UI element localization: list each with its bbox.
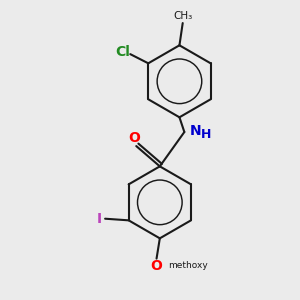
Text: I: I	[97, 212, 102, 226]
Text: N: N	[190, 124, 202, 138]
Text: H: H	[201, 128, 212, 141]
Text: CH₃: CH₃	[173, 11, 192, 21]
Text: Cl: Cl	[116, 44, 130, 58]
Text: methoxy: methoxy	[168, 261, 208, 270]
Text: O: O	[150, 259, 162, 273]
Text: O: O	[129, 131, 141, 145]
